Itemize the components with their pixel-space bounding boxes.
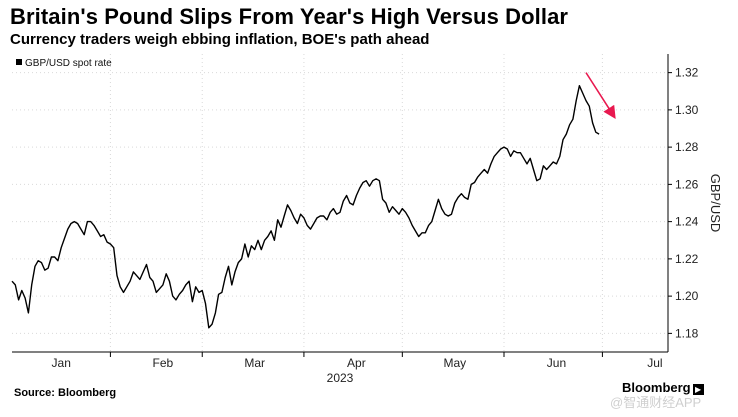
- x-tick-label: Mar: [244, 356, 265, 370]
- y-tick-label: 1.22: [675, 252, 699, 266]
- y-tick-label: 1.24: [675, 215, 699, 229]
- chart-subtitle: Currency traders weigh ebbing inflation,…: [10, 31, 430, 48]
- y-tick-label: 1.28: [675, 140, 699, 154]
- x-tick-label: Feb: [153, 356, 174, 370]
- chart-title: Britain's Pound Slips From Year's High V…: [10, 4, 569, 29]
- trend-arrow: [585, 72, 616, 119]
- legend-swatch: [16, 59, 22, 65]
- terminal-icon: ▶: [692, 384, 704, 395]
- month-separators: [109, 54, 603, 357]
- watermark: @智通财经APP: [610, 395, 702, 410]
- y-tick-label: 1.18: [675, 326, 699, 340]
- brand-logo: Bloomberg ▶: [622, 380, 704, 395]
- x-tick-label: Jul: [647, 356, 662, 370]
- source-note: Source: Bloomberg: [14, 387, 117, 399]
- y-axis-label: GBP/USD: [708, 174, 723, 233]
- brand-text: Bloomberg: [622, 380, 691, 395]
- x-tick-label: Jan: [52, 356, 71, 370]
- x-tick-label: Jun: [547, 356, 566, 370]
- y-tick-label: 1.20: [675, 289, 699, 303]
- x-axis-year-label: 2023: [327, 371, 354, 385]
- gridlines: [12, 72, 668, 334]
- y-tick-label: 1.30: [675, 103, 699, 117]
- x-tick-label: May: [443, 356, 466, 370]
- y-tick-label: 1.26: [675, 177, 699, 191]
- x-tick-label: Apr: [347, 356, 366, 370]
- x-axis-ticks: Jan Feb Mar Apr May Jun Jul: [52, 356, 663, 370]
- y-axis-ticks: 1.18 1.20 1.22 1.24 1.26 1.28 1.30 1.32: [668, 66, 699, 340]
- legend-label: GBP/USD spot rate: [25, 58, 112, 69]
- legend: GBP/USD spot rate: [16, 58, 112, 69]
- y-tick-label: 1.32: [675, 66, 699, 80]
- series-line-gbp-usd: [11, 85, 600, 329]
